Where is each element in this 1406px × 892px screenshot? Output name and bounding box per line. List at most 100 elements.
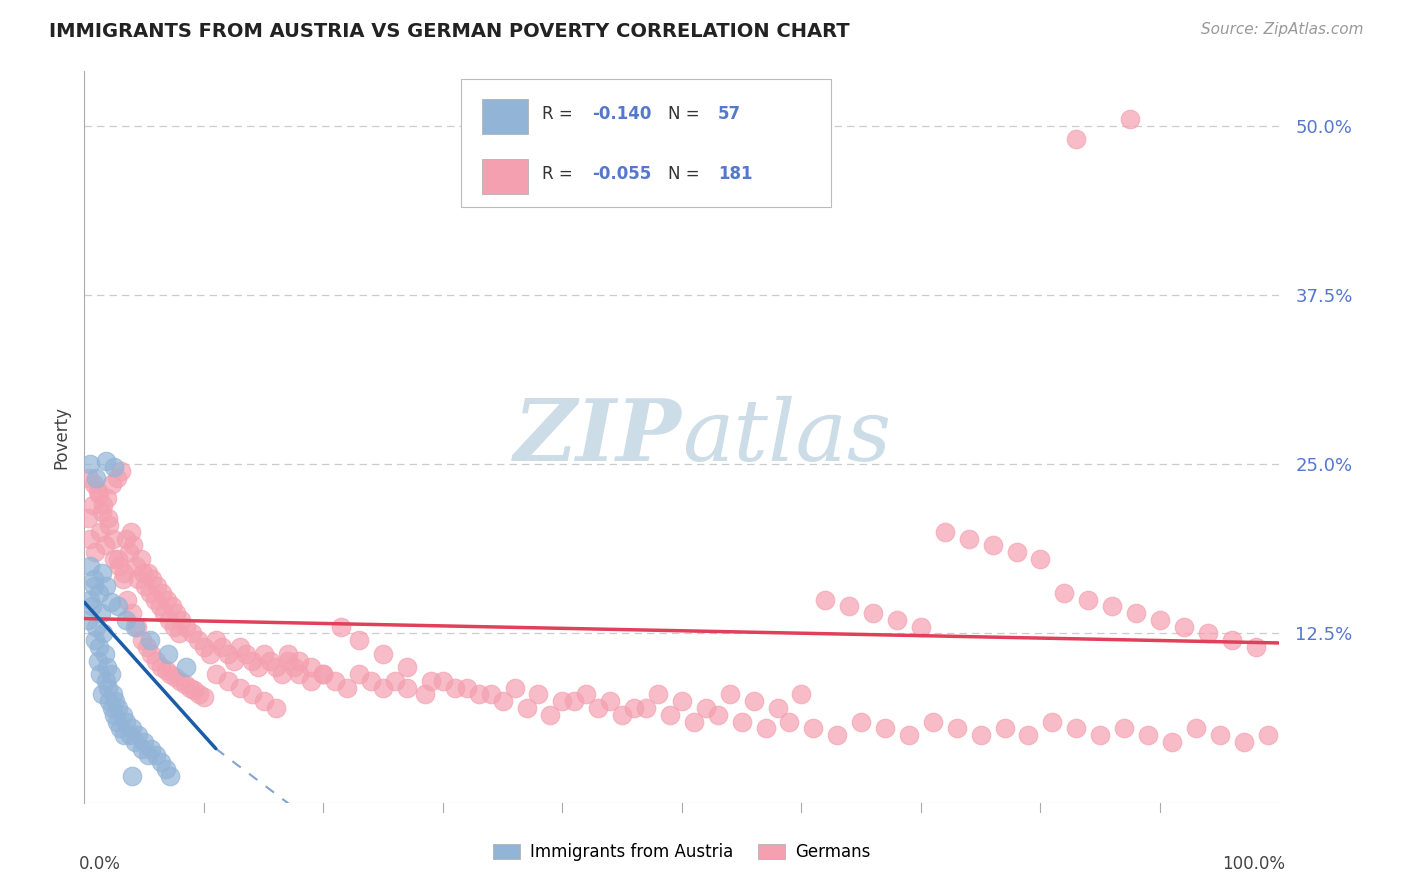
Point <box>205 667 228 681</box>
Point <box>93 498 115 512</box>
Point <box>420 673 443 688</box>
Point <box>101 701 124 715</box>
Point <box>87 487 110 501</box>
Point <box>127 728 149 742</box>
Point <box>82 498 104 512</box>
Point <box>104 694 127 708</box>
Point <box>349 667 371 681</box>
Point <box>336 681 359 695</box>
Point <box>86 484 108 499</box>
Point <box>165 606 187 620</box>
Point <box>141 572 163 586</box>
Text: -0.055: -0.055 <box>592 165 651 183</box>
Point <box>742 694 765 708</box>
Point <box>183 683 205 698</box>
Point <box>731 714 754 729</box>
Point <box>599 694 621 708</box>
Point <box>898 728 921 742</box>
Point <box>217 673 239 688</box>
Point <box>93 626 115 640</box>
FancyBboxPatch shape <box>482 99 527 135</box>
Point <box>90 606 112 620</box>
Point <box>373 681 395 695</box>
Point <box>647 688 669 702</box>
Point <box>934 524 956 539</box>
Point <box>122 538 145 552</box>
Point <box>1042 714 1064 729</box>
Point <box>301 673 323 688</box>
Point <box>1137 728 1160 742</box>
Point <box>277 647 299 661</box>
Point <box>1173 620 1195 634</box>
Point <box>110 464 132 478</box>
Point <box>1018 728 1040 742</box>
Point <box>1119 112 1142 126</box>
Point <box>360 673 382 688</box>
Point <box>413 688 436 702</box>
Point <box>80 599 103 614</box>
Point <box>1185 721 1208 735</box>
Y-axis label: Poverty: Poverty <box>52 406 70 468</box>
Point <box>875 721 897 735</box>
Point <box>766 701 789 715</box>
Point <box>91 566 114 580</box>
Point <box>384 673 406 688</box>
Point <box>112 566 135 580</box>
Point <box>671 694 693 708</box>
Point <box>131 741 153 756</box>
Point <box>101 532 124 546</box>
Point <box>246 660 269 674</box>
Point <box>125 620 148 634</box>
Text: ZIP: ZIP <box>515 395 682 479</box>
Point <box>124 620 146 634</box>
Text: R =: R = <box>543 104 578 123</box>
Point <box>100 667 122 681</box>
Text: 100.0%: 100.0% <box>1222 855 1285 873</box>
Point <box>156 592 179 607</box>
Point <box>181 626 204 640</box>
Point <box>121 606 143 620</box>
Point <box>981 538 1004 552</box>
Point <box>155 762 177 776</box>
Point <box>1209 728 1232 742</box>
Point <box>946 721 969 735</box>
Point <box>94 454 117 468</box>
Point <box>163 620 186 634</box>
Point <box>695 701 717 715</box>
Point <box>87 586 110 600</box>
Point <box>312 667 335 681</box>
Point <box>143 592 166 607</box>
Point <box>922 714 945 729</box>
Point <box>118 728 141 742</box>
Point <box>141 741 163 756</box>
Point <box>141 647 163 661</box>
Point <box>155 663 177 677</box>
Point <box>755 721 778 735</box>
Text: atlas: atlas <box>682 396 891 478</box>
Point <box>86 620 108 634</box>
Point <box>636 701 658 715</box>
Point <box>623 701 645 715</box>
Point <box>79 457 101 471</box>
Point <box>264 660 287 674</box>
Text: R =: R = <box>543 165 578 183</box>
Point <box>167 626 190 640</box>
Point <box>139 633 162 648</box>
Point <box>1005 545 1028 559</box>
Point <box>111 707 134 722</box>
Point <box>115 714 138 729</box>
Point <box>1101 599 1123 614</box>
Point <box>540 707 562 722</box>
Point <box>564 694 586 708</box>
Point <box>111 572 134 586</box>
Point <box>110 721 132 735</box>
Point <box>93 538 115 552</box>
Point <box>120 524 142 539</box>
Point <box>153 606 176 620</box>
Point <box>159 769 181 783</box>
Text: 181: 181 <box>718 165 752 183</box>
Point <box>83 477 105 491</box>
Point <box>131 633 153 648</box>
Point <box>105 471 128 485</box>
Point <box>1114 721 1136 735</box>
